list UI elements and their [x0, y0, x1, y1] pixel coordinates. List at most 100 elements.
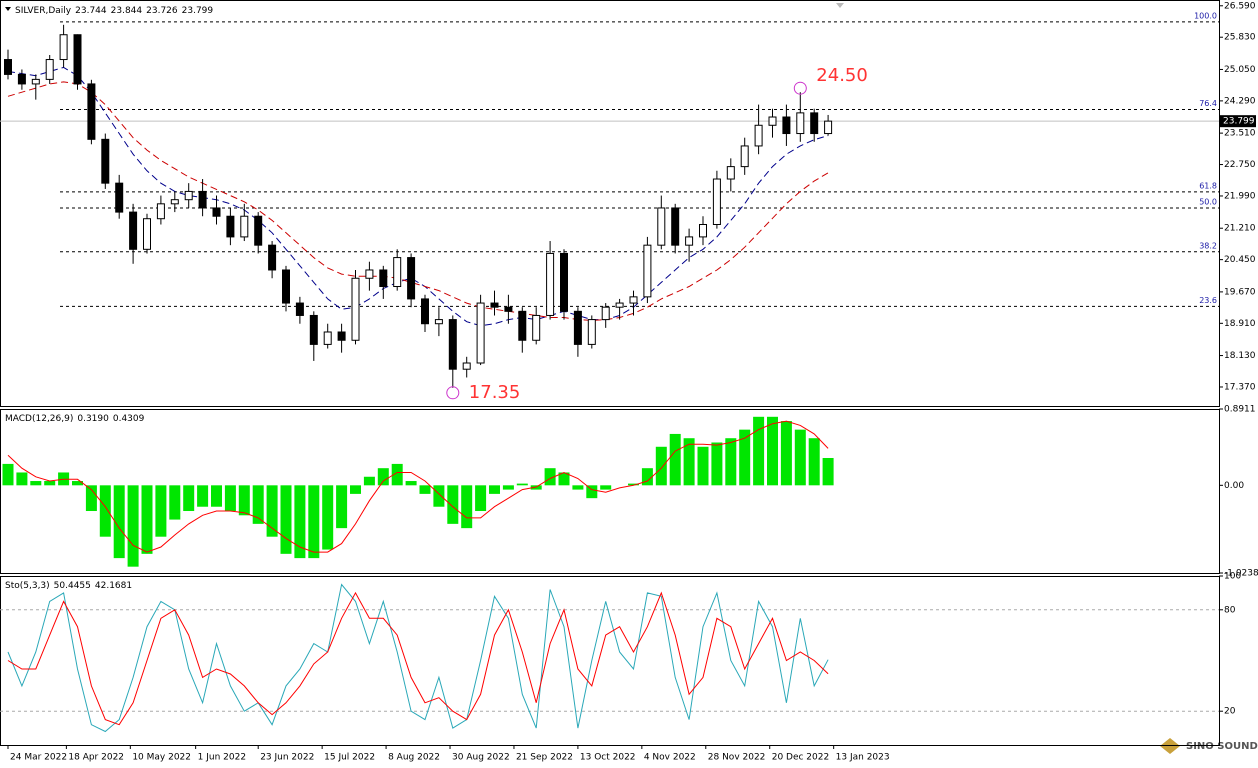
- macd-bar: [725, 438, 737, 486]
- y-tick-label: 18.910: [1224, 319, 1256, 329]
- candle-body: [268, 244, 277, 271]
- macd-bar: [572, 485, 584, 490]
- macd-bar: [238, 485, 250, 516]
- panel-header: SILVER,Daily 23.744 23.844 23.726 23.799: [15, 6, 213, 16]
- candle-body: [434, 319, 443, 325]
- candle-body: [490, 302, 499, 308]
- macd-bar: [767, 416, 778, 486]
- candle-body: [156, 203, 165, 220]
- panel-title: Sto(5,3,3): [5, 581, 50, 591]
- candle-body: [73, 34, 82, 85]
- watermark: SINO SOUND: [1186, 741, 1258, 752]
- x-tick-label: 8 Aug 2022: [388, 753, 440, 763]
- x-tick-label: 4 Nov 2022: [644, 753, 696, 763]
- last-price-label: 23.799: [1223, 117, 1255, 127]
- macd-bar: [697, 446, 709, 486]
- macd-bar: [822, 457, 834, 486]
- candle-body: [754, 124, 763, 147]
- candle-body: [796, 112, 805, 135]
- candle-body: [198, 190, 207, 209]
- y-tick-label: 19.670: [1224, 287, 1256, 297]
- candle-body: [810, 112, 819, 135]
- candle-body: [393, 257, 402, 288]
- candle-body: [546, 252, 555, 316]
- macd-bar: [252, 485, 264, 524]
- y-tick-label: 22.750: [1224, 160, 1256, 170]
- header-value: 0.3190: [77, 414, 109, 424]
- macd-bar: [127, 485, 139, 567]
- candle-body: [504, 306, 513, 312]
- header-value: 42.1681: [95, 581, 132, 591]
- fib-label: 50.0: [1199, 197, 1217, 206]
- candle-body: [421, 298, 429, 325]
- macd-bar: [30, 481, 42, 486]
- candle-body: [476, 302, 485, 364]
- x-tick-label: 10 May 2022: [132, 753, 191, 763]
- macd-bar: [197, 485, 209, 507]
- macd-bar: [155, 485, 167, 537]
- candle-body: [587, 319, 596, 345]
- signal-line: [7, 420, 829, 553]
- panel-border: [0, 409, 1220, 574]
- panel-title: MACD(12,26,9): [5, 414, 73, 424]
- y-tick-label: 25.830: [1224, 33, 1256, 43]
- candle-body: [337, 331, 346, 341]
- macd-bar: [308, 485, 320, 559]
- macd-bar: [99, 485, 111, 537]
- fib-label: 76.4: [1199, 99, 1217, 108]
- candle-body: [657, 207, 666, 246]
- candle-body: [782, 116, 791, 135]
- macd-bar: [391, 463, 403, 486]
- x-tick-label: 13 Oct 2022: [580, 753, 636, 763]
- candle-body: [532, 314, 541, 341]
- y-tick-label: 18.130: [1224, 351, 1256, 361]
- candle-body: [295, 302, 304, 316]
- macd-bar: [85, 485, 97, 512]
- moving-average: [7, 66, 829, 327]
- macd-bar: [72, 481, 83, 486]
- candle-body: [671, 207, 680, 246]
- panel-header: Sto(5,3,3) 50.4455 42.1681: [5, 581, 132, 591]
- macd-bar: [2, 463, 14, 486]
- y-tick-label: 80: [1224, 605, 1236, 615]
- candle-body: [407, 257, 416, 300]
- y-tick-label: 21.990: [1224, 191, 1256, 201]
- macd-bar: [294, 485, 306, 559]
- macd-bar: [489, 485, 500, 494]
- menu-arrow[interactable]: [5, 7, 11, 11]
- y-tick-label: 100: [1224, 572, 1241, 582]
- candle-body: [31, 78, 40, 85]
- candle-body: [309, 314, 318, 345]
- y-tick-label: 17.370: [1224, 382, 1256, 392]
- macd-bar: [169, 485, 181, 520]
- candle-body: [448, 319, 457, 370]
- panel-border: [0, 576, 1220, 746]
- fib-label: 38.2: [1199, 241, 1217, 250]
- candle-body: [226, 215, 235, 238]
- y-tick-label: -1.0238: [1224, 569, 1258, 579]
- macd-bar: [711, 442, 723, 486]
- y-tick-label: 23.510: [1224, 129, 1256, 139]
- candle-body: [323, 331, 332, 345]
- candle-body: [560, 252, 568, 312]
- macd-bar: [558, 472, 570, 486]
- macd-bar: [336, 485, 348, 529]
- candle-body: [629, 296, 638, 304]
- candle-body: [282, 269, 290, 304]
- candle-body: [643, 244, 652, 298]
- panel-header: MACD(12,26,9) 0.3190 0.4309: [5, 414, 145, 424]
- candle-body: [59, 34, 68, 61]
- macd-bar: [544, 468, 556, 486]
- extreme-label: 17.35: [469, 382, 521, 403]
- macd-bar: [141, 485, 153, 554]
- candle-body: [699, 223, 707, 238]
- x-tick-label: 23 Jun 2022: [260, 753, 314, 763]
- macd-bar: [113, 485, 125, 559]
- candle-body: [712, 178, 721, 225]
- macd-bar: [322, 485, 334, 550]
- macd-bar: [502, 485, 514, 490]
- header-value: 23.726: [146, 6, 178, 16]
- x-tick-label: 1 Jun 2022: [198, 753, 246, 763]
- y-tick-label: 25.050: [1224, 65, 1256, 75]
